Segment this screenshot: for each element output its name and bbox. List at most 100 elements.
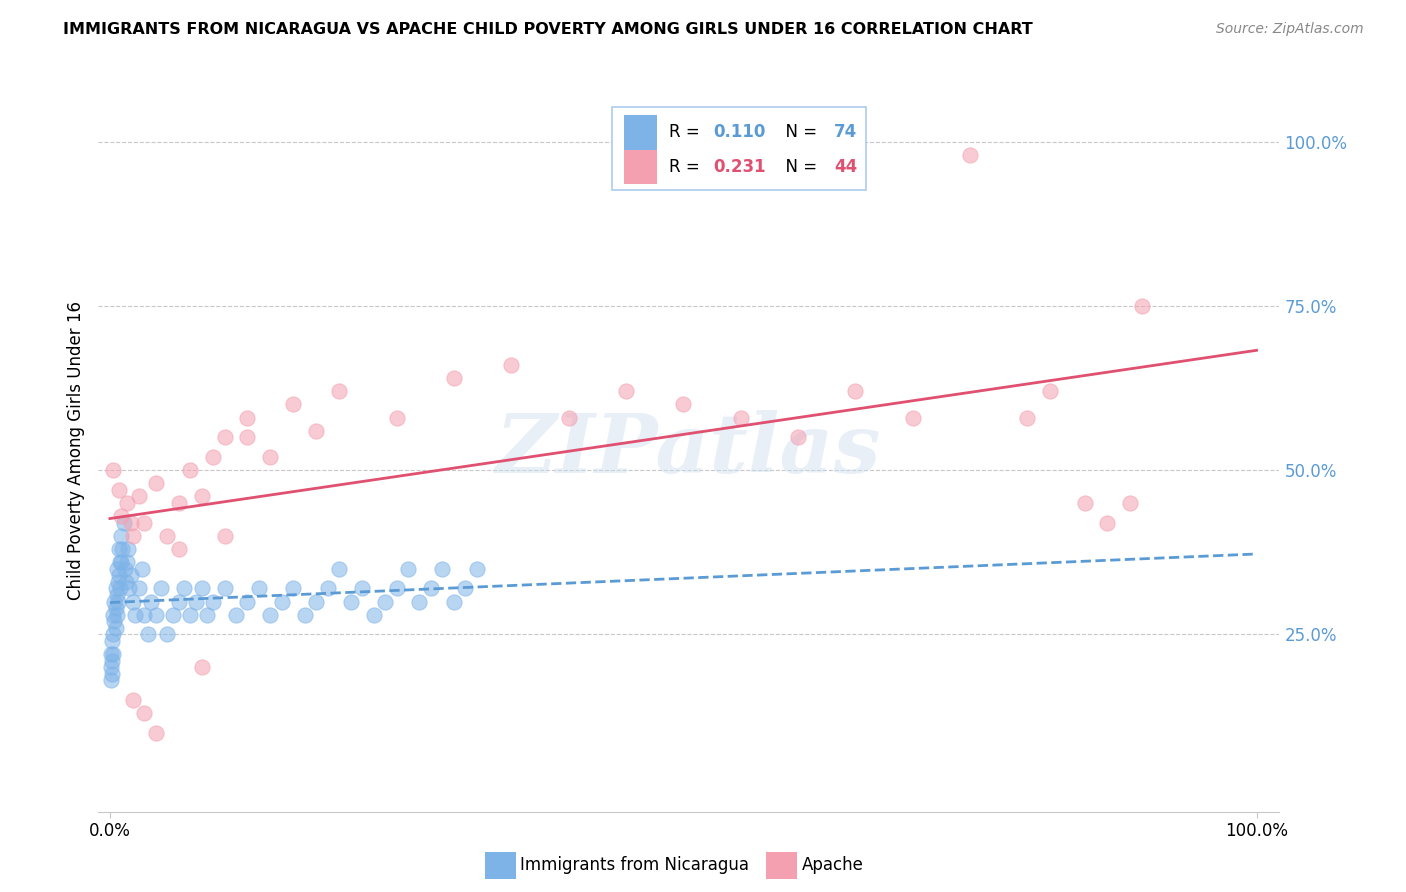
Point — [150, 582, 173, 596]
Text: Source: ZipAtlas.com: Source: ZipAtlas.com — [1216, 22, 1364, 37]
Point — [120, 516, 142, 530]
Point — [104, 601, 127, 615]
Point — [103, 647, 125, 661]
Point — [1097, 516, 1119, 530]
Text: R =: R = — [669, 158, 704, 176]
Point — [374, 594, 396, 608]
Point — [901, 410, 924, 425]
Bar — [624, 115, 657, 150]
Point — [156, 627, 179, 641]
Text: 44: 44 — [834, 158, 858, 176]
Point — [110, 555, 132, 569]
Point — [190, 490, 212, 504]
Point — [443, 594, 465, 608]
Point — [283, 582, 305, 596]
Point — [104, 582, 127, 596]
Point — [110, 529, 132, 543]
Text: R =: R = — [669, 123, 704, 141]
Point — [672, 397, 695, 411]
Point — [112, 516, 135, 530]
Point — [225, 607, 247, 622]
Point — [100, 660, 122, 674]
Point — [557, 410, 579, 425]
Point — [959, 148, 981, 162]
Point — [108, 582, 131, 596]
Point — [103, 607, 125, 622]
Point — [443, 371, 465, 385]
Point — [363, 607, 385, 622]
Text: N =: N = — [775, 158, 823, 176]
Point — [114, 562, 136, 576]
Point — [1119, 496, 1142, 510]
Point — [108, 568, 131, 582]
Point — [110, 509, 132, 524]
Point — [202, 450, 225, 464]
Point — [190, 582, 212, 596]
Point — [730, 410, 752, 425]
Point — [167, 594, 190, 608]
Point — [396, 562, 419, 576]
Point — [117, 541, 139, 556]
Point — [328, 562, 350, 576]
Point — [156, 529, 179, 543]
Point — [214, 430, 236, 444]
Text: IMMIGRANTS FROM NICARAGUA VS APACHE CHILD POVERTY AMONG GIRLS UNDER 16 CORRELATI: IMMIGRANTS FROM NICARAGUA VS APACHE CHIL… — [63, 22, 1033, 37]
Point — [101, 666, 124, 681]
Point — [162, 607, 184, 622]
Point — [786, 430, 808, 444]
Point — [103, 627, 125, 641]
Point — [195, 607, 218, 622]
Point — [108, 555, 131, 569]
Point — [844, 384, 866, 399]
Point — [145, 476, 167, 491]
Point — [259, 607, 281, 622]
Point — [173, 582, 195, 596]
Point — [385, 410, 408, 425]
Point — [328, 384, 350, 399]
Point — [121, 693, 143, 707]
Point — [108, 483, 131, 497]
Point — [432, 562, 454, 576]
Point — [115, 574, 138, 589]
Point — [134, 516, 156, 530]
Point — [107, 594, 129, 608]
Point — [294, 607, 316, 622]
Point — [128, 490, 150, 504]
Point — [305, 594, 328, 608]
Point — [111, 541, 134, 556]
Point — [167, 496, 190, 510]
Point — [408, 594, 430, 608]
Point — [103, 614, 125, 628]
Point — [202, 594, 225, 608]
Point — [352, 582, 374, 596]
Point — [259, 450, 281, 464]
Point — [103, 463, 125, 477]
Point — [141, 594, 163, 608]
Point — [214, 582, 236, 596]
Point — [134, 706, 156, 721]
Text: Apache: Apache — [801, 856, 863, 874]
Point — [236, 410, 259, 425]
Point — [184, 594, 207, 608]
Point — [167, 541, 190, 556]
Point — [614, 384, 637, 399]
Point — [121, 594, 143, 608]
Point — [103, 594, 125, 608]
Text: N =: N = — [775, 123, 823, 141]
Point — [115, 555, 138, 569]
Point — [190, 660, 212, 674]
Point — [145, 726, 167, 740]
Text: 0.231: 0.231 — [714, 158, 766, 176]
Point — [385, 582, 408, 596]
Text: 74: 74 — [834, 123, 858, 141]
Point — [145, 607, 167, 622]
Point — [454, 582, 477, 596]
Point — [107, 574, 129, 589]
Point — [179, 607, 201, 622]
Point — [105, 562, 128, 576]
Point — [131, 562, 153, 576]
Point — [105, 607, 128, 622]
Text: ZIPatlas: ZIPatlas — [496, 410, 882, 491]
Point — [101, 654, 124, 668]
Point — [105, 588, 128, 602]
